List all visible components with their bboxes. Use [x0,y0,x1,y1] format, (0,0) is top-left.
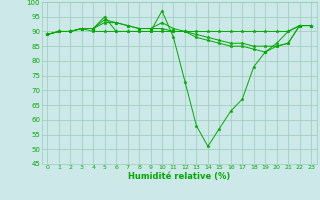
X-axis label: Humidité relative (%): Humidité relative (%) [128,172,230,181]
